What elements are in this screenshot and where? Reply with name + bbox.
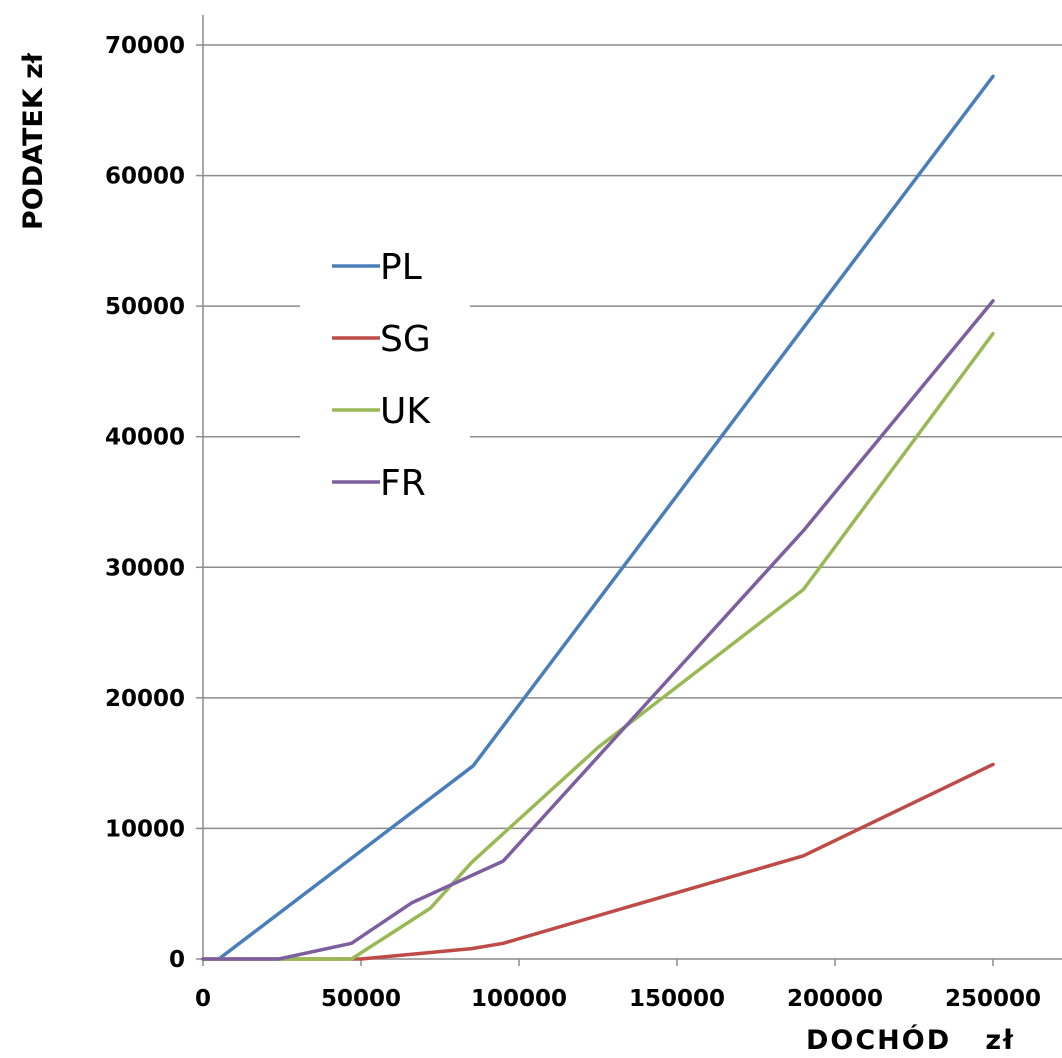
series-line-sg [201,762,995,961]
y-tick-label: 50000 [105,294,185,320]
legend-background [300,232,470,522]
series-line-fr [201,299,995,961]
x-tick-label: 250000 [945,986,1041,1012]
y-tick-label: 30000 [105,555,185,581]
legend-label-sg: SG [380,319,431,360]
x-tick-label: 0 [195,986,211,1012]
legend: PL SG UK FR [300,232,470,522]
y-tick-label: 70000 [105,33,185,59]
y-tick-label: 0 [169,947,185,973]
legend-label-uk: UK [380,391,431,432]
tick-labels: 0 10000 20000 30000 40000 50000 60000 70000 0 500… [105,33,1041,1012]
legend-label-pl: PL [380,247,422,288]
series-line-uk [201,331,995,961]
series-lines [201,74,995,961]
x-axis-title: DOCHÓD zł [806,1024,1015,1056]
y-tick-label: 40000 [105,425,185,451]
legend-label-fr: FR [380,463,426,504]
y-tick-label: 10000 [105,816,185,842]
y-axis-title: PODATEK zł [18,52,49,230]
x-tick-label: 100000 [471,986,567,1012]
y-tick-label: 60000 [105,164,185,190]
x-tick-label: 200000 [787,986,883,1012]
x-tick-label: 50000 [321,986,401,1012]
x-tick-label: 150000 [629,986,725,1012]
y-tick-label: 20000 [105,686,185,712]
